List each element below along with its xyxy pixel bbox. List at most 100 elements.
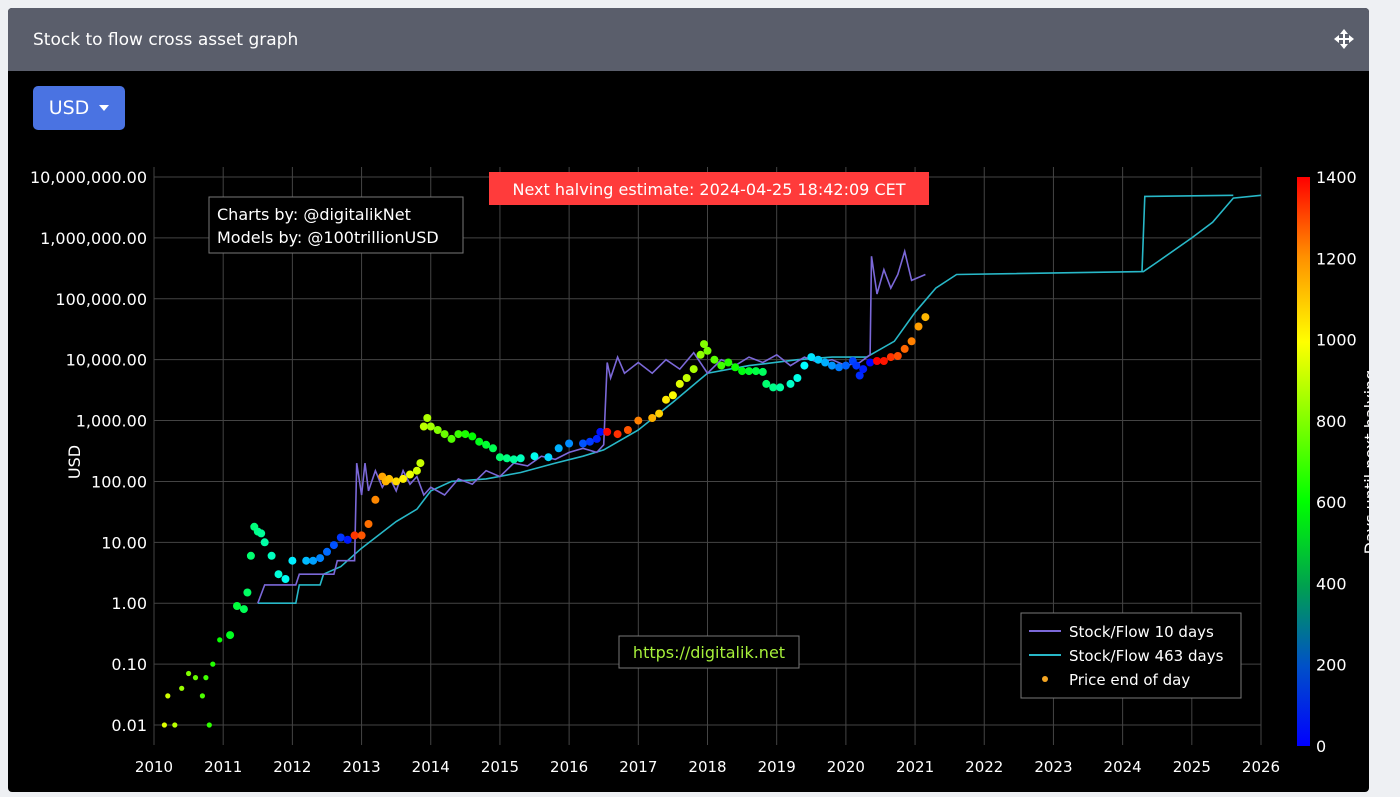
price-point: [800, 361, 809, 370]
price-point: [710, 355, 719, 364]
price-point: [336, 533, 345, 542]
price-point: [433, 426, 442, 434]
price-point: [675, 379, 684, 388]
price-point: [206, 722, 212, 728]
legend: Stock/Flow 10 days Stock/Flow 463 days P…: [1020, 612, 1242, 699]
price-point: [226, 631, 235, 640]
price-point: [302, 556, 311, 565]
price-point: [592, 434, 601, 443]
price-point: [603, 427, 612, 436]
x-tick-label: 2013: [342, 758, 380, 776]
price-point: [668, 391, 677, 400]
x-tick-label: 2012: [273, 758, 311, 776]
colorbar-tick-label: 800: [1316, 412, 1347, 431]
price-point: [835, 363, 843, 372]
price-point: [288, 556, 297, 565]
price-point: [828, 361, 836, 370]
colorbar-label: Days until next halving: [1361, 370, 1369, 555]
price-point: [700, 340, 708, 349]
url-annotation: https://digitalik.net: [633, 643, 785, 662]
colorbar-tick-label: 600: [1316, 493, 1347, 512]
price-point: [696, 350, 705, 359]
y-tick-label: 1.00: [111, 594, 147, 613]
price-point: [703, 346, 712, 355]
price-point: [502, 454, 511, 463]
price-point: [461, 430, 470, 439]
price-point: [762, 379, 771, 388]
price-point: [585, 437, 594, 446]
price-point: [309, 556, 318, 565]
price-point: [689, 365, 698, 374]
colorbar-tick-label: 0: [1316, 737, 1326, 756]
y-axis-label: USD: [65, 445, 84, 479]
price-point: [323, 547, 331, 556]
price-point: [165, 693, 171, 699]
price-point: [554, 444, 563, 453]
price-point: [724, 358, 733, 367]
x-tick-label: 2023: [1034, 758, 1072, 776]
price-point: [239, 605, 248, 614]
price-point: [412, 466, 421, 475]
x-tick-label: 2010: [135, 758, 173, 776]
price-point: [186, 670, 192, 677]
price-point: [893, 352, 902, 360]
price-point: [233, 602, 241, 610]
price-point: [267, 551, 276, 560]
price-point: [807, 353, 816, 362]
colorbar-tick-label: 400: [1316, 574, 1347, 593]
price-point: [859, 365, 868, 374]
x-tick-label: 2025: [1173, 758, 1211, 776]
price-point: [423, 414, 432, 422]
currency-dropdown-label: USD: [48, 97, 90, 119]
price-point: [406, 470, 414, 479]
price-point: [371, 495, 380, 504]
series-sf10-future-line: [1141, 194, 1234, 272]
price-point: [392, 477, 401, 486]
price-point: [243, 588, 252, 597]
move-arrows-icon[interactable]: [1333, 28, 1355, 50]
legend-label-price: Price end of day: [1069, 671, 1190, 689]
currency-dropdown[interactable]: USD: [33, 86, 125, 130]
price-point: [769, 383, 778, 392]
price-point: [613, 430, 622, 439]
x-tick-label: 2017: [619, 758, 657, 776]
price-point: [879, 357, 888, 365]
price-point: [468, 432, 477, 441]
price-point: [731, 363, 740, 372]
price-point: [210, 661, 216, 667]
price-point: [203, 675, 209, 681]
price-point: [495, 453, 504, 462]
y-tick-label: 10,000.00: [66, 351, 147, 370]
price-point: [873, 357, 881, 365]
price-point: [343, 535, 352, 544]
price-point: [350, 531, 359, 540]
price-point: [821, 358, 830, 367]
price-point: [717, 361, 726, 370]
price-point: [758, 367, 767, 376]
series-sf10-line: [257, 248, 926, 604]
price-point: [648, 414, 657, 422]
y-tick-label: 10.00: [101, 533, 147, 552]
price-point: [914, 322, 923, 331]
price-point: [579, 439, 587, 448]
price-point: [751, 367, 760, 376]
price-point: [399, 474, 408, 483]
price-point: [776, 383, 785, 392]
y-tick-label: 0.10: [111, 655, 147, 674]
colorbar-ticks: 0 200 400 600 800 1000 1200 1400: [1316, 168, 1357, 756]
x-axis: 2010 2011 2012 2013 2014 2015 2016 2017 2018 2019…: [135, 758, 1280, 776]
price-point: [260, 538, 269, 547]
credits-line-2: Models by: @100trillionUSD: [217, 228, 439, 247]
y-tick-label: 100,000.00: [55, 290, 147, 309]
price-point: [475, 437, 484, 446]
price-point: [886, 353, 895, 362]
price-point: [530, 452, 539, 461]
y-tick-label: 1,000,000.00: [40, 229, 147, 248]
price-point: [447, 434, 456, 443]
price-point: [596, 427, 605, 436]
price-point: [246, 551, 255, 560]
x-tick-label: 2018: [688, 758, 726, 776]
price-point: [682, 374, 691, 382]
price-point: [316, 554, 325, 563]
colorbar-tick-label: 1200: [1316, 249, 1357, 268]
